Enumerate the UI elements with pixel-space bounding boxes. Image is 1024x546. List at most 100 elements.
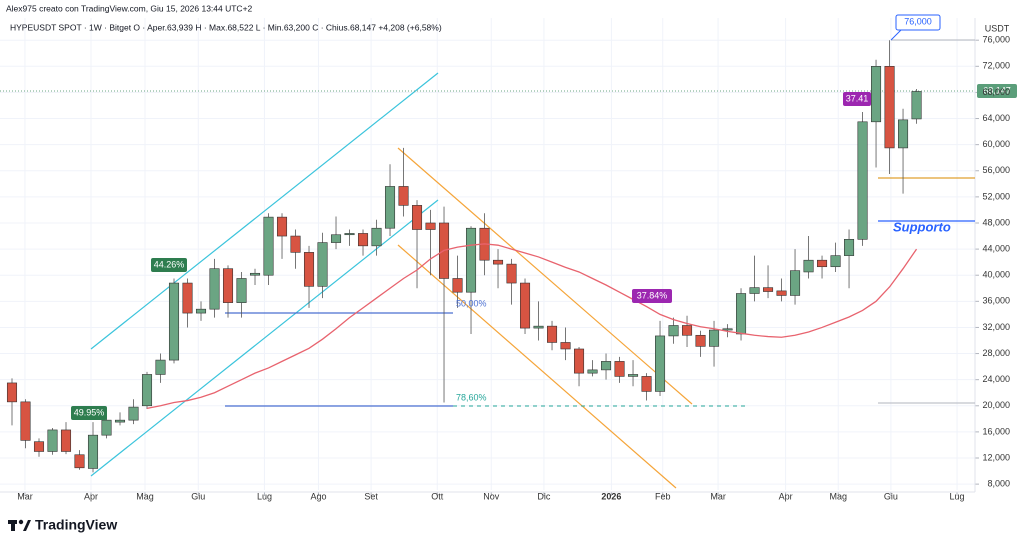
y-tick-label: 72,000 bbox=[982, 61, 1010, 71]
candle-body bbox=[222, 268, 234, 303]
candle-body bbox=[182, 282, 193, 314]
annotation-box bbox=[632, 289, 672, 303]
candle-body bbox=[398, 186, 409, 206]
candle-body bbox=[776, 290, 787, 296]
candle-body bbox=[668, 325, 679, 337]
candle-body bbox=[749, 287, 760, 294]
candle-body bbox=[20, 401, 31, 441]
y-tick-label: 64,000 bbox=[982, 113, 1010, 123]
annotation-box bbox=[71, 406, 107, 420]
annotation: 44.26% bbox=[154, 259, 185, 269]
candle-body bbox=[898, 119, 909, 149]
candle-body bbox=[33, 441, 45, 452]
candle-body bbox=[344, 233, 355, 236]
candle-body bbox=[101, 419, 112, 436]
candle-body bbox=[411, 205, 423, 230]
x-tick-label: Lug bbox=[950, 491, 965, 501]
x-tick-label: Giu bbox=[884, 491, 898, 501]
x-tick-label: Dic bbox=[537, 491, 550, 501]
candle-body bbox=[263, 216, 274, 276]
candle-body bbox=[655, 335, 666, 392]
annotation: 49.95% bbox=[74, 407, 105, 417]
candle-body bbox=[709, 329, 720, 347]
x-tick-label: 2026 bbox=[601, 491, 621, 501]
candle-body bbox=[114, 419, 126, 423]
candle-body bbox=[87, 434, 99, 469]
candle-body bbox=[641, 376, 652, 392]
candle-body bbox=[492, 259, 504, 265]
y-tick-label: 20,000 bbox=[982, 400, 1010, 410]
candle-body bbox=[601, 361, 612, 371]
candles bbox=[6, 40, 922, 473]
y-tick-label: 68,000 bbox=[982, 87, 1010, 97]
candle-body bbox=[844, 239, 855, 256]
candle-body bbox=[195, 308, 207, 314]
candle-body bbox=[357, 233, 369, 247]
candle-body bbox=[763, 287, 774, 292]
annotation: 37.84% bbox=[637, 290, 668, 300]
candle-body bbox=[803, 259, 814, 273]
annotation-box bbox=[151, 258, 187, 272]
y-tick-label: 40,000 bbox=[982, 270, 1010, 280]
candle-body bbox=[547, 325, 558, 343]
candle-body bbox=[303, 252, 315, 287]
candle-body bbox=[736, 293, 747, 335]
logo-icon bbox=[8, 519, 31, 531]
candle-body bbox=[317, 242, 328, 287]
candle-body bbox=[236, 278, 247, 303]
candle-body bbox=[884, 66, 895, 149]
candle-body bbox=[168, 282, 180, 361]
y-tick-label: 36,000 bbox=[982, 296, 1010, 306]
candle-body bbox=[614, 361, 625, 377]
x-tick-label: Mar bbox=[17, 491, 33, 501]
annotation: Supporto bbox=[893, 219, 951, 234]
candle-body bbox=[141, 374, 153, 407]
candle-body bbox=[722, 328, 733, 331]
currency: USDT bbox=[985, 23, 1010, 33]
x-tick-label: Lug bbox=[257, 491, 272, 501]
candle-body bbox=[911, 91, 922, 120]
candle-body bbox=[155, 359, 166, 375]
candle-body bbox=[682, 325, 693, 336]
candle-body bbox=[384, 186, 396, 229]
candle-body bbox=[519, 282, 531, 329]
candle-body bbox=[574, 348, 585, 374]
candle-body bbox=[60, 429, 72, 452]
y-tick-label: 52,000 bbox=[982, 191, 1010, 201]
x-tick-label: Ago bbox=[310, 491, 326, 501]
price-label-box bbox=[977, 84, 1017, 98]
y-tick-label: 48,000 bbox=[982, 217, 1010, 227]
annotation: 37.41 bbox=[846, 93, 869, 103]
y-tick-label: 76,000 bbox=[982, 35, 1010, 45]
candle-body bbox=[6, 382, 18, 403]
candle-body bbox=[47, 429, 58, 452]
x-tick-label: Set bbox=[364, 491, 378, 501]
x-tick-label: Apr bbox=[84, 491, 98, 501]
y-tick-label: 16,000 bbox=[982, 426, 1010, 436]
y-tick-label: 8,000 bbox=[987, 478, 1010, 488]
candle-body bbox=[817, 259, 828, 268]
annotation-box bbox=[843, 92, 871, 106]
x-tick-label: Ott bbox=[431, 491, 444, 501]
last-price-label: 68,147 bbox=[983, 85, 1011, 95]
candle-body bbox=[871, 66, 882, 123]
candle-body bbox=[790, 270, 801, 296]
candle-body bbox=[560, 342, 571, 350]
y-tick-label: 32,000 bbox=[982, 322, 1010, 332]
logo: TradingView bbox=[35, 517, 117, 533]
x-tick-label: Apr bbox=[779, 491, 793, 501]
candle-body bbox=[276, 216, 288, 237]
candle-body bbox=[506, 263, 517, 284]
x-tick-label: Feb bbox=[655, 491, 671, 501]
candle-body bbox=[857, 121, 868, 240]
candle-body bbox=[74, 454, 85, 469]
y-tick-label: 44,000 bbox=[982, 243, 1010, 253]
y-tick-label: 60,000 bbox=[982, 139, 1010, 149]
annotation: 76,000 bbox=[904, 16, 932, 26]
candle-body bbox=[628, 374, 639, 377]
candle-body bbox=[330, 234, 342, 243]
x-tick-label: Mag bbox=[829, 491, 847, 501]
candle-body bbox=[695, 334, 706, 347]
candle-body bbox=[209, 268, 220, 310]
